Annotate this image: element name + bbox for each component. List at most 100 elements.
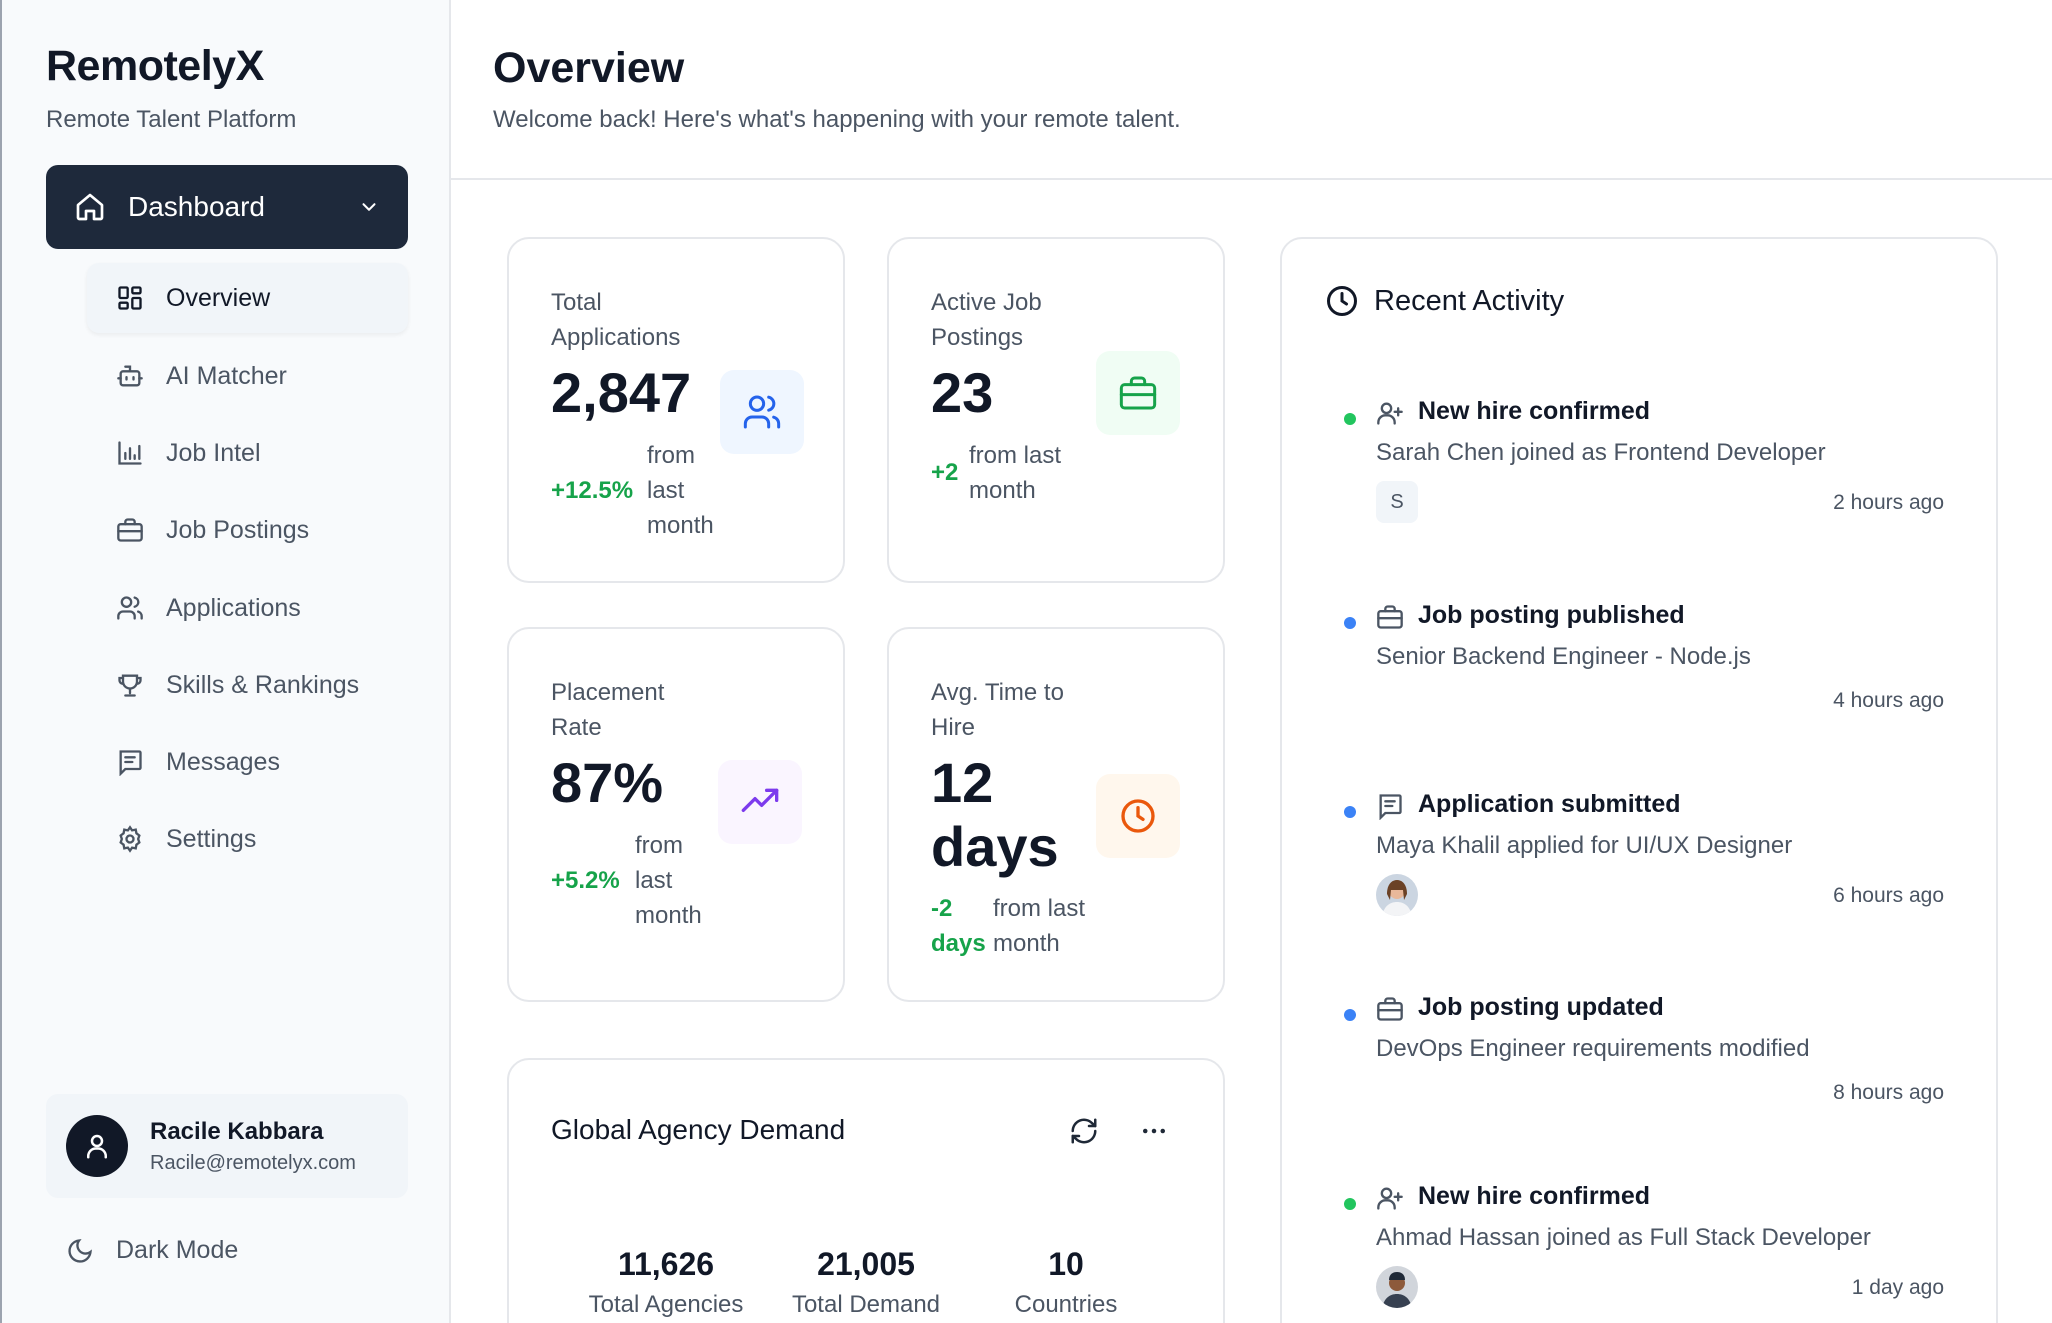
- stat-card-total-applications[interactable]: Total Applications 2,847 +12.5% from last m…: [507, 237, 845, 583]
- users-icon: [116, 594, 144, 622]
- stat-label: Avg. Time to Hire: [931, 679, 1064, 741]
- sidebar-item-job-intel[interactable]: Job Intel: [87, 418, 408, 488]
- activity-time: 6 hours ago: [1833, 884, 1944, 907]
- clock-icon: [1324, 283, 1360, 319]
- stat-change-caption: from last month: [993, 895, 1086, 957]
- sidebar-item-skills-rankings[interactable]: Skills & Rankings: [87, 650, 408, 720]
- stat-change: +2: [931, 459, 959, 486]
- clock-icon: [1096, 774, 1180, 858]
- sidebar-item-label: Applications: [166, 593, 301, 622]
- stat-card-avg-time-to-hire[interactable]: Avg. Time to Hire 12 days -2 days from last…: [887, 627, 1225, 1002]
- activity-description: Sarah Chen joined as Frontend Developer: [1376, 439, 1826, 466]
- message-icon: [116, 748, 144, 776]
- sidebar-item-label: AI Matcher: [166, 361, 287, 390]
- sidebar-item-job-postings[interactable]: Job Postings: [87, 495, 408, 565]
- stat-value: 21,005: [817, 1246, 915, 1282]
- stat-change: +5.2%: [551, 867, 620, 894]
- trending-up-icon: [718, 760, 802, 844]
- dark-mode-toggle[interactable]: Dark Mode: [66, 1236, 238, 1265]
- bar-chart-icon: [116, 439, 144, 467]
- briefcase-icon: [1376, 995, 1404, 1023]
- user-name: Racile Kabbara: [150, 1117, 324, 1145]
- activity-title: Job posting updated: [1418, 993, 1664, 1021]
- stat-value: 10: [1048, 1246, 1084, 1282]
- page-subtitle: Welcome back! Here's what's happening wi…: [493, 106, 1181, 133]
- activity-item[interactable]: New hire confirmed Ahmad Hassan joined a…: [1344, 1174, 1944, 1323]
- activity-description: Ahmad Hassan joined as Full Stack Develo…: [1376, 1224, 1871, 1251]
- sidebar-item-applications[interactable]: Applications: [87, 573, 408, 643]
- stat-value: 87%: [551, 751, 664, 814]
- moon-icon: [66, 1237, 94, 1265]
- avatar: S: [1376, 481, 1418, 523]
- recent-activity-card: Recent Activity New hire confirmed Sarah…: [1280, 237, 1998, 1323]
- stat-total-demand: 21,005 Total Demand: [776, 1246, 956, 1319]
- sidebar-item-settings[interactable]: Settings: [87, 804, 408, 874]
- activity-time: 4 hours ago: [1833, 689, 1944, 712]
- dashboard-menu-button[interactable]: Dashboard: [46, 165, 408, 249]
- sidebar: RemotelyX Remote Talent Platform Dashboa…: [0, 0, 451, 1323]
- activity-description: Senior Backend Engineer - Node.js: [1376, 643, 1751, 670]
- activity-item[interactable]: Application submitted Maya Khalil applie…: [1344, 782, 1944, 932]
- activity-item[interactable]: Job posting published Senior Backend Eng…: [1344, 593, 1944, 743]
- activity-time: 2 hours ago: [1833, 491, 1944, 514]
- user-plus-icon: [1376, 1184, 1404, 1212]
- sidebar-item-label: Overview: [166, 283, 271, 312]
- user-profile-card[interactable]: Racile Kabbara Racile@remotelyx.com: [46, 1094, 408, 1198]
- trophy-icon: [116, 671, 144, 699]
- sidebar-item-ai-matcher[interactable]: AI Matcher: [87, 341, 408, 411]
- users-icon: [720, 370, 804, 454]
- stat-value: 12 days: [931, 751, 1059, 878]
- stat-total-agencies: 11,626 Total Agencies: [576, 1246, 756, 1319]
- refresh-icon[interactable]: [1069, 1116, 1099, 1146]
- briefcase-icon: [1376, 603, 1404, 631]
- brand-logo[interactable]: RemotelyX: [46, 42, 264, 90]
- more-options-icon[interactable]: [1139, 1116, 1169, 1146]
- stat-label: Countries: [1014, 1291, 1118, 1318]
- avatar: [66, 1115, 128, 1177]
- stat-label: Total Demand: [791, 1291, 941, 1318]
- message-icon: [1376, 792, 1404, 820]
- sidebar-item-label: Settings: [166, 824, 257, 853]
- chevron-down-icon: [358, 196, 380, 218]
- gear-icon: [116, 825, 144, 853]
- stat-card-placement-rate[interactable]: Placement Rate 87% +5.2% from last month: [507, 627, 845, 1002]
- sidebar-item-overview[interactable]: Overview: [87, 263, 408, 333]
- status-dot: [1344, 1009, 1356, 1021]
- stat-change-caption: from last month: [647, 442, 714, 539]
- stat-label: Total Agencies: [588, 1291, 744, 1318]
- grid-icon: [116, 284, 144, 312]
- activity-title: Application submitted: [1418, 790, 1681, 818]
- global-agency-demand-card: Global Agency Demand 11,626 Total Agenci…: [507, 1058, 1225, 1323]
- stat-label: Placement Rate: [551, 679, 665, 741]
- sidebar-item-label: Skills & Rankings: [166, 670, 360, 699]
- recent-activity-title: Recent Activity: [1374, 285, 1565, 317]
- avatar-photo: [1376, 1266, 1418, 1308]
- dark-mode-label: Dark Mode: [116, 1236, 239, 1264]
- stat-label: Total Applications: [551, 289, 681, 351]
- activity-item[interactable]: New hire confirmed Sarah Chen joined as …: [1344, 389, 1944, 539]
- activity-title: New hire confirmed: [1418, 397, 1650, 425]
- page-header: Overview Welcome back! Here's what's hap…: [451, 0, 2052, 180]
- stat-value: 2,847: [551, 361, 692, 424]
- sidebar-item-label: Job Postings: [166, 515, 310, 544]
- dashboard-label: Dashboard: [128, 191, 265, 222]
- stat-label: Active Job Postings: [931, 289, 1042, 351]
- stat-value: 23: [931, 361, 994, 424]
- sidebar-item-label: Job Intel: [166, 438, 261, 467]
- briefcase-icon: [116, 516, 144, 544]
- status-dot: [1344, 413, 1356, 425]
- user-email: Racile@remotelyx.com: [150, 1151, 356, 1174]
- sidebar-item-messages[interactable]: Messages: [87, 727, 408, 797]
- stat-card-active-job-postings[interactable]: Active Job Postings 23 +2 from last month: [887, 237, 1225, 583]
- avatar-photo: [1376, 874, 1418, 916]
- status-dot: [1344, 617, 1356, 629]
- global-agency-demand-title: Global Agency Demand: [551, 1114, 846, 1145]
- activity-item[interactable]: Job posting updated DevOps Engineer requ…: [1344, 985, 1944, 1135]
- stat-change: +12.5%: [551, 477, 634, 504]
- user-plus-icon: [1376, 399, 1404, 427]
- status-dot: [1344, 806, 1356, 818]
- stat-change: -2 days: [931, 895, 986, 957]
- activity-title: New hire confirmed: [1418, 1182, 1650, 1210]
- activity-description: Maya Khalil applied for UI/UX Designer: [1376, 832, 1793, 859]
